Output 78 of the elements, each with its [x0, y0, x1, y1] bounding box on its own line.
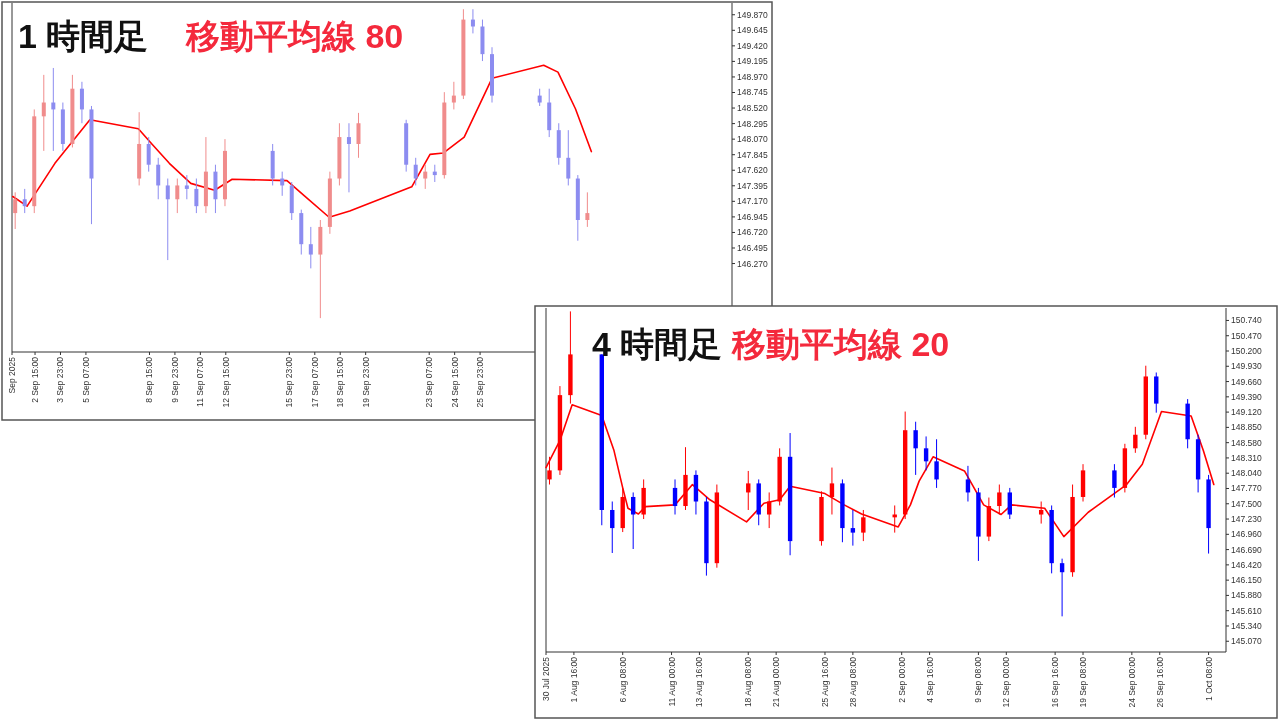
y-tick-label: 148.040 — [1231, 468, 1262, 479]
y-tick-label: 149.420 — [737, 40, 768, 51]
x-tick-label: 13 Aug 16:00 — [694, 656, 705, 708]
y-tick-label: 148.745 — [737, 87, 768, 98]
y-tick-label: 147.170 — [737, 196, 768, 207]
x-tick-label: 24 Sep 00:00 — [1126, 656, 1137, 708]
x-tick-label: 9 Sep 23:00 — [169, 356, 180, 403]
text: 移動平均線 20 — [731, 325, 950, 363]
x-tick-label: 28 Aug 08:00 — [847, 656, 858, 708]
text: 4 時間足 — [592, 325, 723, 363]
x-tick-label: 23 Sep 07:00 — [424, 356, 435, 408]
y-tick-label: 148.850 — [1231, 422, 1262, 433]
y-tick-label: 147.770 — [1231, 483, 1262, 494]
x-tick-label: 17 Sep 07:00 — [309, 356, 320, 408]
x-tick-label: 1 Oct 08:00 — [1203, 656, 1214, 701]
y-tick-label: 147.395 — [737, 180, 768, 191]
x-tick-label: 16 Sep 16:00 — [1050, 656, 1061, 708]
y-tick-label: 145.340 — [1231, 620, 1262, 631]
y-tick-label: 146.720 — [737, 227, 768, 238]
x-tick-label: Sep 2025 — [7, 356, 17, 394]
chart-title: 1 時間足 — [18, 17, 149, 55]
line-series — [545, 403, 1215, 538]
x-tick-label: 21 Aug 00:00 — [771, 656, 782, 708]
x-tick-label: 8 Sep 15:00 — [144, 356, 155, 403]
y-tick-label: 147.845 — [737, 149, 768, 160]
y-tick-label: 148.310 — [1231, 452, 1262, 463]
x-tick-label: 12 Sep 15:00 — [220, 356, 231, 408]
x-tick-label: 1 Aug 16:00 — [568, 656, 579, 703]
y-tick-label: 146.270 — [737, 258, 768, 269]
x-tick-label: 18 Sep 15:00 — [335, 356, 346, 408]
y-tick-label: 148.970 — [737, 71, 768, 82]
y-tick-label: 149.390 — [1231, 391, 1262, 402]
y-tick-label: 146.690 — [1231, 544, 1262, 555]
x-tick-label: 25 Sep 23:00 — [475, 356, 486, 408]
x-tick-label: 9 Sep 08:00 — [973, 656, 984, 703]
chart-subtitle: 移動平均線 80 — [185, 17, 404, 55]
x-tick-label: 19 Sep 08:00 — [1078, 656, 1089, 708]
y-tick-label: 146.960 — [1231, 529, 1262, 540]
x-tick-label: 5 Sep 07:00 — [80, 356, 91, 403]
y-tick-label: 148.295 — [737, 118, 768, 129]
y-tick-label: 148.070 — [737, 134, 768, 145]
y-tick-label: 145.880 — [1231, 590, 1262, 601]
y-tick-label: 145.070 — [1231, 636, 1262, 647]
x-tick-label: 2 Sep 00:00 — [896, 656, 907, 703]
y-tick-label: 146.945 — [737, 211, 768, 222]
y-tick-label: 146.150 — [1231, 575, 1262, 586]
x-tick-label: 4 Sep 16:00 — [924, 656, 935, 703]
x-tick-label: 15 Sep 23:00 — [284, 356, 295, 408]
y-tick-label: 149.120 — [1231, 407, 1262, 418]
y-tick-label: 147.500 — [1231, 498, 1262, 509]
x-tick-label: 26 Sep 16:00 — [1154, 656, 1165, 708]
x-tick-label: 25 Aug 16:00 — [819, 656, 830, 708]
y-tick-label: 147.230 — [1231, 514, 1262, 525]
x-tick-label: 18 Aug 08:00 — [743, 656, 754, 708]
y-tick-label: 149.660 — [1231, 376, 1262, 387]
y-tick-label: 150.740 — [1231, 315, 1262, 326]
x-tick-label: 2 Sep 15:00 — [30, 356, 41, 403]
x-tick-label: 24 Sep 15:00 — [449, 356, 460, 408]
y-tick-label: 148.520 — [737, 103, 768, 114]
line-series — [11, 64, 593, 219]
y-tick-label: 149.195 — [737, 56, 768, 67]
x-tick-label: 3 Sep 23:00 — [55, 356, 66, 403]
x-tick-label: 12 Sep 00:00 — [1001, 656, 1012, 708]
y-tick-label: 149.930 — [1231, 361, 1262, 372]
y-tick-label: 147.620 — [737, 165, 768, 176]
y-tick-label: 146.420 — [1231, 559, 1262, 570]
y-tick-label: 149.645 — [737, 25, 768, 36]
x-tick-label: 11 Sep 07:00 — [195, 356, 206, 407]
y-tick-label: 150.470 — [1231, 330, 1262, 341]
y-tick-label: 146.495 — [737, 242, 768, 253]
y-tick-label: 145.610 — [1231, 605, 1262, 616]
x-tick-label: 30 Jul 2025 — [541, 656, 551, 701]
y-tick-label: 149.870 — [737, 9, 768, 20]
y-tick-label: 148.580 — [1231, 437, 1262, 448]
x-tick-label: 19 Sep 23:00 — [360, 356, 371, 408]
y-tick-label: 150.200 — [1231, 346, 1262, 356]
x-tick-label: 11 Aug 00:00 — [666, 656, 677, 707]
x-tick-label: 6 Aug 08:00 — [617, 656, 628, 703]
